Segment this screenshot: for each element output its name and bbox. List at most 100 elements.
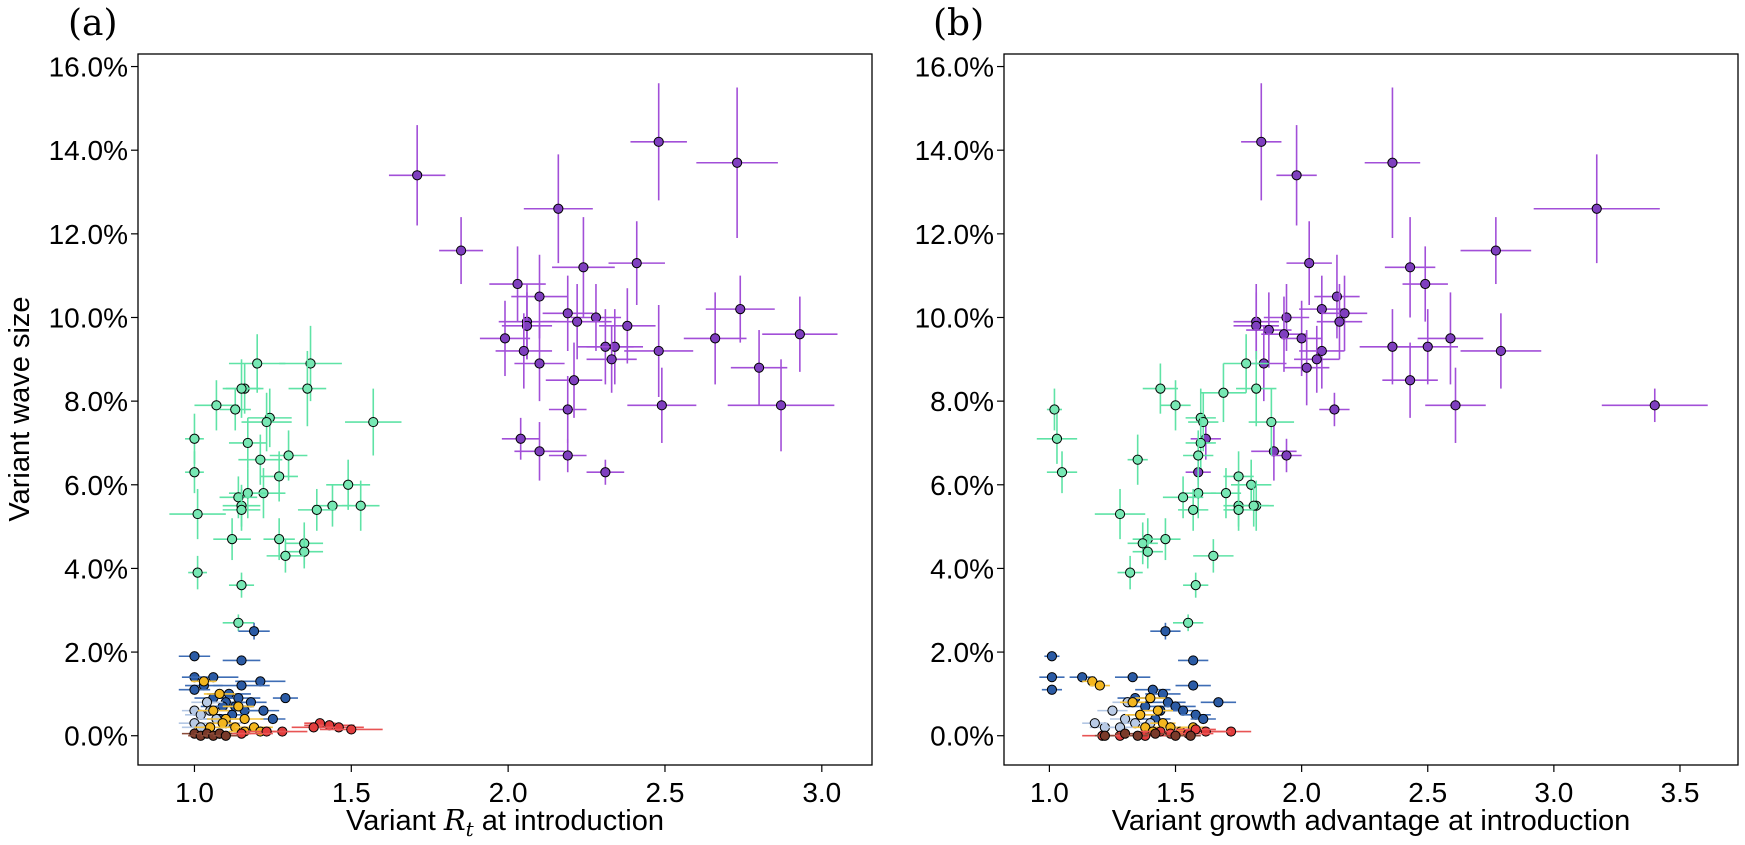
data-point-a-green-16 bbox=[326, 459, 371, 510]
marker bbox=[1198, 713, 1209, 725]
data-point-b-purple-5 bbox=[1286, 221, 1332, 305]
data-point-a-lightblue-3 bbox=[178, 718, 211, 729]
data-point-b-green-21 bbox=[1238, 484, 1269, 527]
data-point-a-green-24 bbox=[222, 488, 261, 531]
marker bbox=[1125, 567, 1136, 578]
x-tick-label: 3.5 bbox=[1661, 777, 1700, 808]
data-point-a-purple-33 bbox=[586, 459, 625, 485]
data-point-a-green-33 bbox=[222, 614, 255, 632]
marker bbox=[1490, 245, 1501, 256]
marker bbox=[355, 500, 366, 511]
data-point-b-green-26 bbox=[1150, 518, 1181, 561]
data-point-b-green-24 bbox=[1094, 488, 1146, 540]
data-point-b-green-29 bbox=[1193, 539, 1234, 573]
data-point-a-brown-5 bbox=[213, 730, 239, 741]
data-point-a-green-8 bbox=[241, 392, 292, 452]
marker bbox=[753, 362, 765, 373]
marker bbox=[192, 567, 203, 578]
marker bbox=[239, 713, 250, 725]
marker bbox=[189, 684, 200, 695]
data-point-b-purple-6 bbox=[1384, 217, 1436, 318]
marker bbox=[521, 320, 533, 331]
marker bbox=[1233, 471, 1244, 482]
marker bbox=[1591, 203, 1602, 214]
data-point-a-purple-0 bbox=[630, 83, 687, 201]
data-point-b-purple-26 bbox=[1382, 342, 1438, 418]
panel-a-x-axis-label: Variant Rt at introduction bbox=[346, 803, 664, 841]
data-point-b-purple-4 bbox=[1460, 217, 1532, 285]
marker bbox=[242, 437, 253, 449]
marker bbox=[208, 672, 219, 683]
data-point-a-purple-4 bbox=[439, 217, 484, 285]
marker bbox=[1193, 488, 1204, 499]
marker bbox=[1150, 728, 1161, 739]
marker bbox=[732, 157, 743, 168]
marker bbox=[656, 400, 667, 411]
marker bbox=[211, 400, 222, 411]
data-point-a-green-6 bbox=[219, 388, 251, 431]
marker bbox=[534, 446, 545, 457]
marker bbox=[1450, 400, 1461, 411]
data-point-a-red-3 bbox=[291, 722, 336, 733]
data-point-a-blue-4 bbox=[188, 672, 239, 683]
marker bbox=[1281, 450, 1292, 461]
marker bbox=[1301, 362, 1312, 373]
data-point-b-purple-10 bbox=[1321, 275, 1368, 351]
data-point-a-blue-12 bbox=[272, 692, 298, 704]
data-point-b-blue-13 bbox=[1150, 697, 1186, 708]
marker bbox=[220, 730, 231, 741]
data-point-b-brown-0 bbox=[1094, 730, 1115, 741]
data-point-a-purple-18 bbox=[479, 300, 531, 377]
marker bbox=[283, 450, 294, 461]
marker bbox=[305, 358, 316, 369]
marker bbox=[1160, 626, 1171, 637]
x-tick-label: 1.5 bbox=[1156, 777, 1195, 808]
data-point-a-blue-8 bbox=[178, 684, 211, 695]
data-point-a-purple-7 bbox=[489, 246, 546, 322]
marker bbox=[1266, 416, 1277, 428]
marker bbox=[600, 467, 611, 478]
data-point-a-purple-2 bbox=[388, 125, 446, 226]
marker bbox=[512, 278, 523, 290]
marker bbox=[1170, 400, 1181, 411]
data-point-b-green-12 bbox=[1127, 434, 1148, 485]
marker bbox=[1145, 692, 1156, 704]
marker bbox=[189, 651, 200, 662]
marker bbox=[1649, 400, 1660, 411]
x-tick-label: 3.0 bbox=[802, 777, 841, 808]
marker bbox=[192, 508, 203, 520]
data-point-b-blue-0 bbox=[1044, 651, 1060, 662]
y-tick-label: 12.0% bbox=[49, 219, 128, 250]
marker bbox=[1119, 713, 1131, 725]
data-point-a-green-23 bbox=[297, 488, 336, 531]
data-point-a-yellow-0 bbox=[191, 676, 217, 687]
panel-a-y-ticks: 0.0% 2.0% 4.0% 6.0% 8.0% 10.0% 12.0% 14.0% 16.0% bbox=[49, 52, 138, 752]
marker bbox=[735, 304, 746, 315]
data-point-b-purple-21 bbox=[1460, 313, 1542, 389]
marker bbox=[1188, 655, 1199, 666]
data-point-b-green-22 bbox=[1223, 488, 1254, 531]
data-point-b-green-18 bbox=[1162, 476, 1204, 519]
y-tick-label: 0.0% bbox=[930, 721, 994, 752]
data-point-b-purple-31 bbox=[1251, 422, 1297, 481]
marker bbox=[1329, 404, 1340, 415]
data-point-a-purple-3 bbox=[523, 154, 593, 264]
panel-a-label: (a) bbox=[68, 3, 118, 44]
data-point-a-purple-25 bbox=[730, 330, 788, 406]
marker bbox=[710, 333, 721, 344]
data-point-a-green-7 bbox=[247, 388, 292, 448]
marker bbox=[1089, 718, 1100, 729]
x-tick-label: 2.5 bbox=[646, 777, 685, 808]
marker bbox=[1422, 341, 1433, 352]
marker bbox=[189, 467, 200, 478]
panel-b-chart: (b) 1.0 1.5 2.0 2.5 3.0 3.5 0.0% 2.0% 4.0% 6.0% 8… bbox=[915, 3, 1739, 837]
y-tick-label: 8.0% bbox=[64, 386, 128, 417]
marker bbox=[562, 308, 573, 319]
data-point-a-purple-24 bbox=[514, 325, 565, 402]
x-tick-label: 2.0 bbox=[489, 777, 528, 808]
marker bbox=[515, 433, 526, 444]
data-point-b-purple-28 bbox=[1601, 388, 1708, 423]
data-point-a-green-0 bbox=[228, 334, 286, 393]
marker bbox=[236, 655, 247, 666]
